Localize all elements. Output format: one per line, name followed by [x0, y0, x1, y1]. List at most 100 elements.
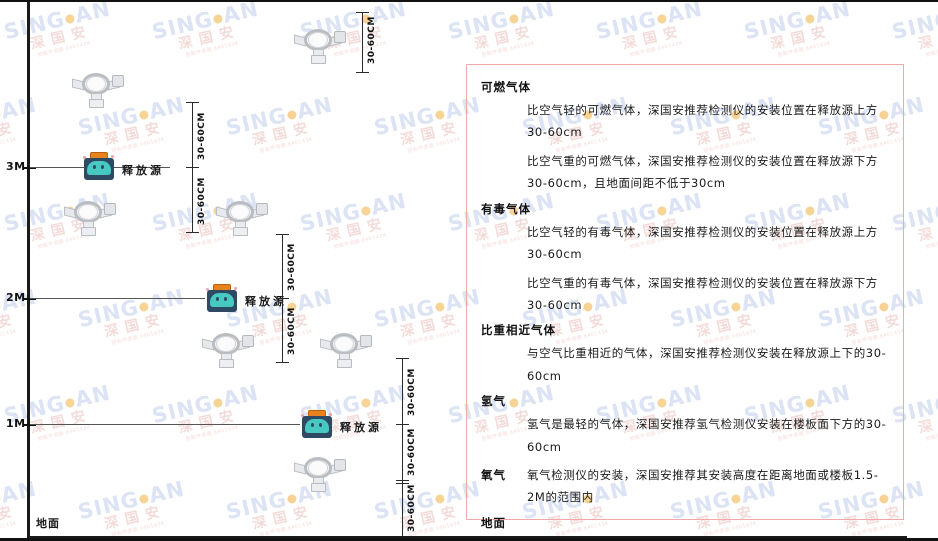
detector-sensor-inner	[78, 204, 98, 220]
detector-foot	[311, 55, 326, 64]
release-source-eye	[319, 423, 322, 427]
dimension-label: 30-60CM	[197, 177, 207, 225]
guideline-section-title: 有毒气体	[481, 201, 531, 216]
spark-dot	[234, 287, 237, 290]
detector-side-module	[334, 459, 346, 471]
guideline-section: 比重相近气体与空气比重相近的气体，深国安推荐检测仪安装在释放源上下的30-60c…	[481, 322, 889, 387]
dimension-label: 30-60CM	[367, 16, 377, 64]
spark-dot	[301, 414, 304, 417]
gas-detector-icon	[292, 26, 348, 66]
dimension-arrow	[356, 72, 369, 73]
detector-sensor-inner	[334, 336, 354, 352]
guideline-section: 可燃气体 比空气轻的可燃气体，深国安推荐检测仪的安装位置在释放源上方30-60cm…	[481, 79, 889, 195]
dimension-arrow	[396, 480, 409, 484]
guideline-paragraph: 比空气重的可燃气体，深国安推荐检测仪的安装位置在释放源下方30-60cm，且地面…	[527, 153, 878, 191]
dimension-arrow	[276, 234, 289, 235]
guideline-paragraph: 检测仪地面间距，深国安推荐在30-60cm，且不得小于30cm，因为过低容易水溅…	[527, 535, 889, 538]
release-source-eye	[93, 165, 96, 169]
release-source-eye	[216, 297, 219, 301]
dimension-label: 30-60CM	[407, 368, 417, 416]
level-tick-1m	[24, 424, 36, 426]
dimension-arrow	[186, 102, 199, 103]
detector-foot	[337, 359, 352, 368]
gas-detector-icon	[214, 198, 270, 238]
release-source-label: 释放源	[245, 295, 287, 308]
guideline-paragraph: 氢气是最轻的气体，深国安推荐氢气检测仪安装在楼板面下方的30-60cm	[527, 417, 887, 454]
detector-sensor-inner	[308, 460, 328, 476]
dimension-arrow	[186, 167, 199, 168]
dimension-label: 30-60CM	[287, 307, 297, 355]
guideline-paragraph: 比空气重的有毒气体，深国安推荐检测仪的安装位置在释放源下方30-60cm	[527, 275, 878, 312]
release-source-label: 释放源	[340, 421, 382, 434]
gas-detector-icon	[62, 198, 118, 238]
ground-label: 地面	[36, 517, 60, 530]
detector-sensor-inner	[308, 32, 328, 48]
detector-side-module	[242, 335, 254, 347]
detector-side-module	[112, 75, 124, 87]
guideline-section: 氢气氢气是最轻的气体，深国安推荐氢气检测仪安装在楼板面下方的30-60cm	[481, 393, 889, 458]
release-source-icon	[300, 410, 334, 440]
level-tick-3m	[24, 167, 36, 169]
dimension-arrow	[276, 362, 289, 363]
vertical-axis	[27, 2, 30, 536]
dimension-label: 30-60CM	[407, 428, 417, 476]
release-source-face	[305, 419, 329, 433]
guideline-paragraph: 氧气检测仪的安装，深国安推荐其安装高度在距离地面或楼板1.5-2M的范围内	[527, 468, 879, 505]
detector-side-module	[256, 203, 268, 215]
guideline-section-title: 地面	[481, 515, 506, 530]
detector-sensor-inner	[230, 204, 250, 220]
release-source-icon	[82, 152, 116, 182]
guideline-paragraph: 比空气轻的有毒气体，深国安推荐检测仪的安装位置在释放源上方30-60cm	[527, 224, 878, 262]
spark-dot	[111, 155, 114, 158]
guideline-section: 地面检测仪地面间距，深国安推荐在30-60cm，且不得小于30cm，因为过低容易…	[481, 515, 889, 538]
detector-foot	[219, 359, 234, 368]
guideline-section-title: 氧气	[481, 468, 506, 483]
guideline-section: 氧气 氧气检测仪的安装，深国安推荐其安装高度在距离地面或楼板1.5-2M的范围内	[481, 464, 889, 509]
dimension-arrow	[186, 232, 199, 233]
gas-detector-icon	[318, 330, 374, 370]
level-tick-2m	[24, 298, 36, 300]
detector-foot	[311, 483, 326, 492]
gas-detector-icon	[292, 454, 348, 494]
ground-baseline	[27, 536, 907, 538]
level-line-2m	[30, 298, 205, 299]
dimension-arrow	[356, 12, 369, 13]
detector-sensor-inner	[86, 76, 106, 92]
level-line-1m	[30, 424, 300, 425]
gas-detector-icon	[70, 70, 126, 110]
level-label-1m: 1M	[6, 417, 26, 430]
guideline-section-title: 氢气	[481, 394, 506, 409]
spark-dot	[206, 288, 209, 291]
release-source-label: 释放源	[122, 164, 164, 177]
level-label-2m: 2M	[6, 291, 26, 304]
release-source-eye	[101, 165, 104, 169]
dimension-line	[402, 358, 403, 536]
dimension-label: 30-60CM	[287, 243, 297, 291]
release-source-eye	[311, 423, 314, 427]
release-source-face	[87, 161, 111, 175]
level-label-3m: 3M	[6, 160, 26, 173]
dimension-arrow	[276, 298, 289, 299]
detector-foot	[81, 227, 96, 236]
dimension-label: 30-60CM	[197, 112, 207, 160]
detector-foot	[89, 99, 104, 108]
installation-guidelines-panel: 可燃气体 比空气轻的可燃气体，深国安推荐检测仪的安装位置在释放源上方30-60cm…	[466, 64, 904, 530]
release-source-eye	[224, 297, 227, 301]
gas-detector-icon	[200, 330, 256, 370]
release-source-face	[210, 293, 234, 307]
dimension-label: 30-60CM	[407, 484, 417, 532]
spark-dot	[329, 413, 332, 416]
detector-sensor-inner	[216, 336, 236, 352]
dimension-line	[362, 12, 363, 72]
spark-dot	[83, 156, 86, 159]
guideline-paragraph: 与空气比重相近的气体，深国安推荐检测仪安装在释放源上下的30-60cm	[527, 346, 887, 383]
guideline-section: 有毒气体比空气轻的有毒气体，深国安推荐检测仪的安装位置在释放源上方30-60cm…	[481, 201, 889, 317]
detector-foot	[233, 227, 248, 236]
guideline-paragraph: 比空气轻的可燃气体，深国安推荐检测仪的安装位置在释放源上方30-60cm	[527, 103, 878, 140]
detector-side-module	[104, 203, 116, 215]
guideline-section-title: 比重相近气体	[481, 323, 556, 338]
detector-side-module	[334, 31, 346, 43]
dimension-arrow	[396, 424, 409, 425]
